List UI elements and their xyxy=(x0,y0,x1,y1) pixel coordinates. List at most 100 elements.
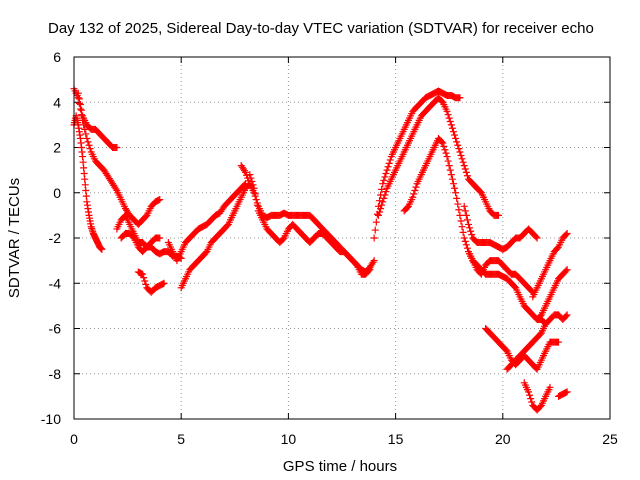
data-point-trace-k xyxy=(385,159,393,167)
data-point-trace-m xyxy=(459,228,467,236)
data-point-trace-k xyxy=(379,180,387,188)
data-point-trace-f xyxy=(139,270,147,278)
data-point-trace-m xyxy=(452,189,460,197)
y-tick-label: -2 xyxy=(49,230,62,246)
data-point-trace-j xyxy=(252,196,260,204)
data-point-trace-l xyxy=(446,117,454,125)
data-point-trace-k xyxy=(380,176,388,184)
data-point-trace-n xyxy=(463,216,471,224)
data-point-trace-l xyxy=(443,107,451,115)
y-tick-label: -10 xyxy=(41,411,61,427)
data-point-trace-k xyxy=(371,226,379,234)
y-tick-label: -6 xyxy=(49,321,62,337)
data-point-trace-j xyxy=(251,190,259,198)
data-point-trace-l xyxy=(457,151,465,159)
data-point-trace-m xyxy=(438,138,446,146)
x-tick-label: 5 xyxy=(177,431,185,447)
data-point-trace-t xyxy=(546,383,554,391)
data-point-trace-c xyxy=(76,101,84,109)
data-point-trace-l xyxy=(381,191,389,199)
data-point-trace-l xyxy=(454,141,462,149)
data-point-trace-l xyxy=(462,168,470,176)
data-point-trace-l xyxy=(444,111,452,119)
data-point-trace-n xyxy=(533,234,541,242)
data-point-trace-j xyxy=(247,174,255,182)
data-point-trace-k xyxy=(383,166,391,174)
y-axis-label: SDTVAR / TECUs xyxy=(6,178,23,298)
data-point-trace-l xyxy=(445,114,453,122)
data-point-trace-j xyxy=(366,266,374,274)
data-point-trace-m xyxy=(441,146,449,154)
data-point-trace-k xyxy=(370,234,378,242)
data-points xyxy=(70,85,571,414)
data-point-trace-l xyxy=(451,131,459,139)
plot-frame xyxy=(73,56,611,420)
data-point-trace-k xyxy=(386,156,394,164)
data-point-trace-m xyxy=(456,211,464,219)
data-point-trace-n xyxy=(468,231,476,239)
data-point-trace-j xyxy=(246,171,254,179)
data-point-trace-a xyxy=(85,141,93,149)
data-point-trace-t xyxy=(526,391,534,399)
data-point-trace-m xyxy=(412,183,420,191)
data-point-trace-i xyxy=(370,257,378,265)
data-point-trace-m xyxy=(446,166,454,174)
data-point-trace-j xyxy=(253,201,261,209)
data-point-trace-f xyxy=(160,279,168,287)
data-point-trace-m xyxy=(447,171,455,179)
data-point-trace-m xyxy=(443,153,451,161)
data-point-trace-j xyxy=(249,181,257,189)
data-point-trace-l xyxy=(447,121,455,129)
data-point-trace-l xyxy=(459,158,467,166)
data-point-trace-l xyxy=(376,208,384,216)
y-tick-label: 4 xyxy=(53,94,61,110)
x-tick-label: 20 xyxy=(495,431,511,447)
data-point-trace-a xyxy=(84,138,92,146)
data-point-trace-m xyxy=(448,175,456,183)
data-point-trace-l xyxy=(463,172,471,180)
data-point-trace-m xyxy=(444,157,452,165)
data-point-trace-n xyxy=(532,233,540,241)
data-point-trace-l xyxy=(461,165,469,173)
data-point-trace-c xyxy=(74,89,82,97)
data-point-trace-m xyxy=(440,142,448,150)
data-point-trace-p xyxy=(555,338,563,346)
y-tick-label: 2 xyxy=(53,140,61,156)
data-point-trace-m xyxy=(409,193,417,201)
data-point-trace-m xyxy=(457,217,465,225)
data-point-trace-a xyxy=(82,130,90,138)
data-point-trace-s xyxy=(563,266,571,274)
data-point-trace-t xyxy=(527,395,535,403)
data-point-trace-j xyxy=(365,267,373,275)
data-point-trace-l xyxy=(378,201,386,209)
data-point-trace-n xyxy=(461,207,469,215)
data-point-trace-b xyxy=(98,245,106,253)
data-point-trace-m xyxy=(461,237,469,245)
data-point-trace-i xyxy=(240,167,248,175)
data-point-trace-m xyxy=(451,184,459,192)
data-point-trace-f xyxy=(140,274,148,282)
data-point-trace-m xyxy=(458,223,466,231)
x-tick-label: 25 xyxy=(602,431,618,447)
data-point-trace-l xyxy=(453,138,461,146)
data-point-trace-l xyxy=(449,128,457,136)
data-point-trace-r xyxy=(562,231,570,239)
data-point-trace-k xyxy=(384,163,392,171)
data-point-trace-c xyxy=(75,95,83,103)
data-point-trace-a xyxy=(83,134,91,142)
x-tick-label: 15 xyxy=(388,431,404,447)
data-point-trace-n xyxy=(462,211,470,219)
data-point-trace-m xyxy=(463,244,471,252)
data-point-trace-t xyxy=(528,398,536,406)
data-point-trace-m xyxy=(439,139,447,147)
x-axis-label: GPS time / hours xyxy=(283,458,397,475)
data-point-trace-a xyxy=(112,185,120,193)
data-point-trace-k xyxy=(372,218,380,226)
data-point-trace-k xyxy=(381,173,389,181)
data-point-trace-l xyxy=(458,155,466,163)
grid xyxy=(74,57,610,419)
data-point-trace-m xyxy=(410,190,418,198)
data-point-trace-j xyxy=(250,184,258,192)
data-point-trace-m xyxy=(460,234,468,242)
y-tick-label: 6 xyxy=(53,49,61,65)
